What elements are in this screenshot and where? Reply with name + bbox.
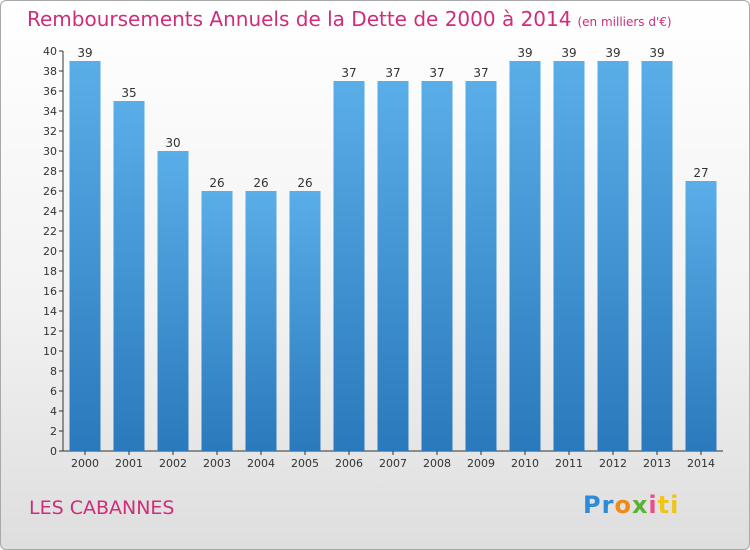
logo-part: i (648, 491, 658, 519)
y-tick-label: 20 (43, 245, 57, 258)
x-tick-label: 2014 (687, 457, 715, 470)
x-tick-label: 2002 (159, 457, 187, 470)
data-label: 39 (517, 46, 532, 60)
y-tick-label: 8 (50, 365, 57, 378)
data-label: 39 (561, 46, 576, 60)
x-tick-label: 2000 (71, 457, 99, 470)
bar (201, 191, 233, 451)
data-label: 37 (429, 66, 444, 80)
bar (333, 81, 365, 451)
bar (685, 181, 717, 451)
bar (377, 81, 409, 451)
chart-subtitle: (en milliers d'€) (577, 15, 672, 29)
data-label: 26 (297, 176, 312, 190)
bar (157, 151, 189, 451)
bar (509, 61, 541, 451)
y-tick-label: 14 (43, 305, 57, 318)
bar (421, 81, 453, 451)
y-tick-label: 40 (43, 45, 57, 58)
y-tick-label: 2 (50, 425, 57, 438)
data-label: 35 (121, 86, 136, 100)
y-tick-label: 10 (43, 345, 57, 358)
logo-part: ti (657, 491, 680, 519)
data-label: 27 (693, 166, 708, 180)
logo-part: x (631, 491, 649, 519)
bar (553, 61, 585, 451)
y-tick-label: 0 (50, 445, 57, 458)
y-tick-label: 34 (43, 105, 57, 118)
y-tick-label: 6 (50, 385, 57, 398)
y-tick-label: 38 (43, 65, 57, 78)
data-label: 39 (77, 46, 92, 60)
y-tick-label: 30 (43, 145, 57, 158)
y-tick-label: 36 (43, 85, 57, 98)
logo-part: Pr (583, 491, 615, 519)
data-label: 26 (253, 176, 268, 190)
proxiti-logo: Proxiti (583, 491, 679, 519)
x-tick-label: 2013 (643, 457, 671, 470)
x-tick-label: 2010 (511, 457, 539, 470)
x-tick-label: 2004 (247, 457, 275, 470)
y-tick-label: 26 (43, 185, 57, 198)
place-name: LES CABANNES (29, 497, 175, 519)
y-tick-label: 24 (43, 205, 57, 218)
logo-part: o (614, 491, 632, 519)
x-tick-label: 2006 (335, 457, 363, 470)
bar (465, 81, 497, 451)
bar (245, 191, 277, 451)
data-label: 26 (209, 176, 224, 190)
bar (597, 61, 629, 451)
data-label: 30 (165, 136, 180, 150)
bar (69, 61, 101, 451)
x-tick-label: 2012 (599, 457, 627, 470)
bar (289, 191, 321, 451)
x-tick-label: 2007 (379, 457, 407, 470)
bar (641, 61, 673, 451)
x-tick-label: 2005 (291, 457, 319, 470)
y-tick-label: 32 (43, 125, 57, 138)
data-label: 37 (385, 66, 400, 80)
x-tick-label: 2001 (115, 457, 143, 470)
chart-title: Remboursements Annuels de la Dette de 20… (27, 7, 672, 31)
x-tick-label: 2009 (467, 457, 495, 470)
y-tick-label: 16 (43, 285, 57, 298)
y-tick-label: 4 (50, 405, 57, 418)
x-tick-label: 2008 (423, 457, 451, 470)
data-label: 39 (605, 46, 620, 60)
data-label: 37 (473, 66, 488, 80)
data-label: 39 (649, 46, 664, 60)
data-label: 37 (341, 66, 356, 80)
bar (113, 101, 145, 451)
y-tick-label: 22 (43, 225, 57, 238)
y-tick-label: 12 (43, 325, 57, 338)
y-tick-label: 18 (43, 265, 57, 278)
chart-title-text: Remboursements Annuels de la Dette de 20… (27, 7, 572, 31)
y-tick-label: 28 (43, 165, 57, 178)
x-tick-label: 2003 (203, 457, 231, 470)
x-tick-label: 2011 (555, 457, 583, 470)
